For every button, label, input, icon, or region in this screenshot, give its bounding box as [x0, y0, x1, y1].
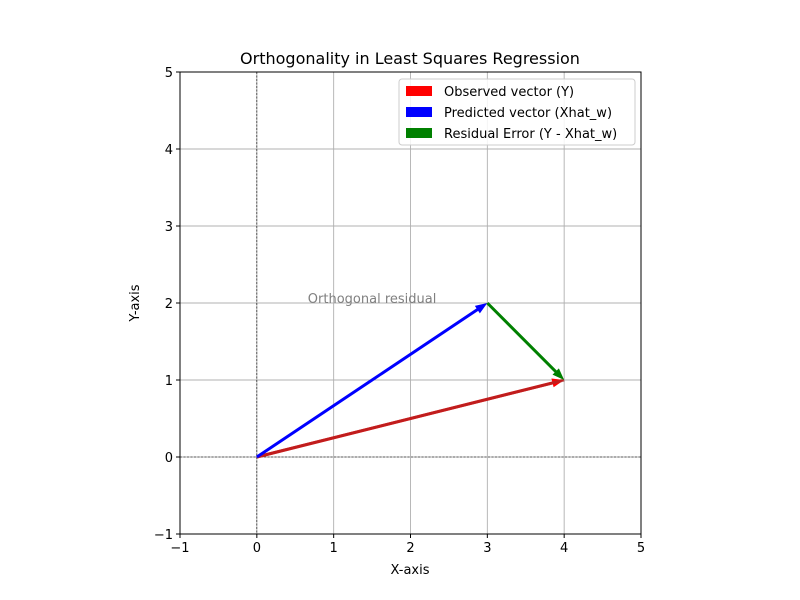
y-tick-label: 1	[165, 374, 173, 389]
x-tick-label: −1	[170, 541, 189, 556]
x-tick-label: 5	[637, 541, 645, 556]
legend-swatch	[406, 128, 432, 138]
x-tick-label: 3	[483, 541, 491, 556]
x-tick-label: 0	[253, 541, 261, 556]
chart-title: Orthogonality in Least Squares Regressio…	[240, 49, 580, 68]
legend-label: Residual Error (Y - Xhat_w)	[444, 127, 617, 142]
annotations: Orthogonal residual	[308, 292, 437, 307]
y-tick-label: 5	[165, 66, 173, 81]
legend-label: Observed vector (Y)	[444, 85, 574, 100]
y-tick-label: 0	[165, 451, 173, 466]
y-tick-label: 2	[165, 297, 173, 312]
y-tick-label: 4	[165, 143, 173, 158]
x-axis-label: X-axis	[391, 563, 430, 578]
legend-box	[398, 78, 636, 146]
vectors	[256, 301, 565, 459]
legend-swatch	[406, 107, 432, 117]
legend-swatch	[406, 86, 432, 96]
projection-line	[256, 378, 565, 459]
predicted-vector-arrow	[256, 303, 488, 459]
x-tick-label: 1	[330, 541, 338, 556]
legend-label: Predicted vector (Xhat_w)	[444, 106, 612, 121]
legend: Observed vector (Y) Predicted vector (Xha…	[398, 78, 636, 146]
y-axis-label: Y-axis	[128, 284, 143, 322]
y-tick-label: 3	[165, 220, 173, 235]
x-tick-label: 4	[560, 541, 568, 556]
annotation-label: Orthogonal residual	[308, 292, 437, 307]
y-tick-label: −1	[154, 528, 173, 543]
residual-error-arrow	[486, 301, 565, 380]
x-tick-label: 2	[406, 541, 414, 556]
axis-ticks: −1 0 1 2 3 4 5 −1 0 1 2 3 4 5	[154, 66, 645, 556]
